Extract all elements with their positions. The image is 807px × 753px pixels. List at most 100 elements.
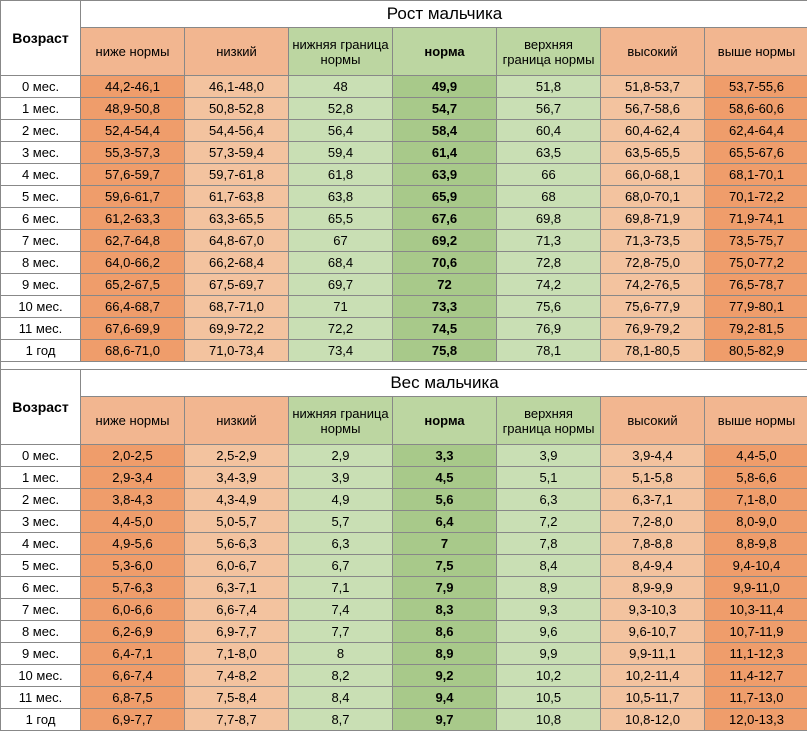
value-cell: 56,4	[289, 120, 393, 142]
value-cell: 63,8	[289, 186, 393, 208]
value-cell: 5,6-6,3	[185, 533, 289, 555]
value-cell: 8,0-9,0	[705, 511, 807, 533]
value-cell: 74,2	[497, 274, 601, 296]
age-cell: 8 мес.	[1, 621, 81, 643]
value-cell: 3,9	[497, 445, 601, 467]
value-cell: 74,5	[393, 318, 497, 340]
value-cell: 71,3-73,5	[601, 230, 705, 252]
value-cell: 52,4-54,4	[81, 120, 185, 142]
value-cell: 63,5	[497, 142, 601, 164]
value-cell: 3,9-4,4	[601, 445, 705, 467]
value-cell: 63,9	[393, 164, 497, 186]
value-cell: 75,6-77,9	[601, 296, 705, 318]
table-row: 7 мес.6,0-6,66,6-7,47,48,39,39,3-10,310,…	[1, 599, 807, 621]
value-cell: 11,7-13,0	[705, 687, 807, 709]
value-cell: 71,3	[497, 230, 601, 252]
value-cell: 72,8-75,0	[601, 252, 705, 274]
value-cell: 5,0-5,7	[185, 511, 289, 533]
value-cell: 5,7	[289, 511, 393, 533]
value-cell: 10,8	[497, 709, 601, 731]
column-header: выше нормы	[705, 28, 807, 76]
value-cell: 68,0-70,1	[601, 186, 705, 208]
column-header: норма	[393, 397, 497, 445]
value-cell: 67,6-69,9	[81, 318, 185, 340]
age-cell: 5 мес.	[1, 186, 81, 208]
value-cell: 6,6-7,4	[185, 599, 289, 621]
value-cell: 9,9	[497, 643, 601, 665]
value-cell: 6,9-7,7	[185, 621, 289, 643]
table-row: 0 мес.44,2-46,146,1-48,04849,951,851,8-5…	[1, 76, 807, 98]
value-cell: 58,4	[393, 120, 497, 142]
column-header: верхняя граница нормы	[497, 397, 601, 445]
value-cell: 8,9	[393, 643, 497, 665]
value-cell: 72,2	[289, 318, 393, 340]
value-cell: 7,9	[393, 577, 497, 599]
value-cell: 8	[289, 643, 393, 665]
table-row: 3 мес.55,3-57,357,3-59,459,461,463,563,5…	[1, 142, 807, 164]
table-row: 4 мес.4,9-5,65,6-6,36,377,87,8-8,88,8-9,…	[1, 533, 807, 555]
value-cell: 7,2	[497, 511, 601, 533]
value-cell: 44,2-46,1	[81, 76, 185, 98]
value-cell: 7,5-8,4	[185, 687, 289, 709]
age-cell: 7 мес.	[1, 230, 81, 252]
value-cell: 7,1-8,0	[705, 489, 807, 511]
age-cell: 7 мес.	[1, 599, 81, 621]
value-cell: 10,2-11,4	[601, 665, 705, 687]
value-cell: 57,6-59,7	[81, 164, 185, 186]
value-cell: 74,2-76,5	[601, 274, 705, 296]
value-cell: 7,1-8,0	[185, 643, 289, 665]
age-cell: 6 мес.	[1, 577, 81, 599]
column-header: норма	[393, 28, 497, 76]
value-cell: 10,7-11,9	[705, 621, 807, 643]
value-cell: 69,9-72,2	[185, 318, 289, 340]
value-cell: 70,6	[393, 252, 497, 274]
value-cell: 51,8-53,7	[601, 76, 705, 98]
value-cell: 67,5-69,7	[185, 274, 289, 296]
value-cell: 5,3-6,0	[81, 555, 185, 577]
table-title: Вес мальчика	[81, 370, 807, 397]
age-cell: 4 мес.	[1, 164, 81, 186]
value-cell: 60,4-62,4	[601, 120, 705, 142]
value-cell: 7,1	[289, 577, 393, 599]
table-row: 4 мес.57,6-59,759,7-61,861,863,96666,0-6…	[1, 164, 807, 186]
value-cell: 4,3-4,9	[185, 489, 289, 511]
value-cell: 5,7-6,3	[81, 577, 185, 599]
value-cell: 61,2-63,3	[81, 208, 185, 230]
value-cell: 6,3-7,1	[601, 489, 705, 511]
growth-tables: ВозрастРост мальчиканиже нормынизкийнижн…	[0, 0, 807, 731]
value-cell: 80,5-82,9	[705, 340, 807, 362]
value-cell: 65,2-67,5	[81, 274, 185, 296]
age-cell: 10 мес.	[1, 296, 81, 318]
value-cell: 11,4-12,7	[705, 665, 807, 687]
value-cell: 69,8-71,9	[601, 208, 705, 230]
value-cell: 5,1	[497, 467, 601, 489]
value-cell: 5,8-6,6	[705, 467, 807, 489]
table-row: 1 мес.48,9-50,850,8-52,852,854,756,756,7…	[1, 98, 807, 120]
value-cell: 6,0-6,6	[81, 599, 185, 621]
value-cell: 75,8	[393, 340, 497, 362]
value-cell: 69,8	[497, 208, 601, 230]
age-cell: 0 мес.	[1, 76, 81, 98]
value-cell: 78,1-80,5	[601, 340, 705, 362]
table-row: 10 мес.6,6-7,47,4-8,28,29,210,210,2-11,4…	[1, 665, 807, 687]
value-cell: 49,9	[393, 76, 497, 98]
value-cell: 11,1-12,3	[705, 643, 807, 665]
value-cell: 72	[393, 274, 497, 296]
column-header: нижняя граница нормы	[289, 28, 393, 76]
value-cell: 58,6-60,6	[705, 98, 807, 120]
value-cell: 68	[497, 186, 601, 208]
age-cell: 1 год	[1, 709, 81, 731]
value-cell: 7,7	[289, 621, 393, 643]
value-cell: 7,2-8,0	[601, 511, 705, 533]
value-cell: 77,9-80,1	[705, 296, 807, 318]
value-cell: 9,4	[393, 687, 497, 709]
value-cell: 7,8-8,8	[601, 533, 705, 555]
value-cell: 10,2	[497, 665, 601, 687]
age-header: Возраст	[1, 370, 81, 445]
value-cell: 68,6-71,0	[81, 340, 185, 362]
value-cell: 8,4	[289, 687, 393, 709]
value-cell: 5,1-5,8	[601, 467, 705, 489]
value-cell: 12,0-13,3	[705, 709, 807, 731]
value-cell: 9,4-10,4	[705, 555, 807, 577]
age-cell: 0 мес.	[1, 445, 81, 467]
